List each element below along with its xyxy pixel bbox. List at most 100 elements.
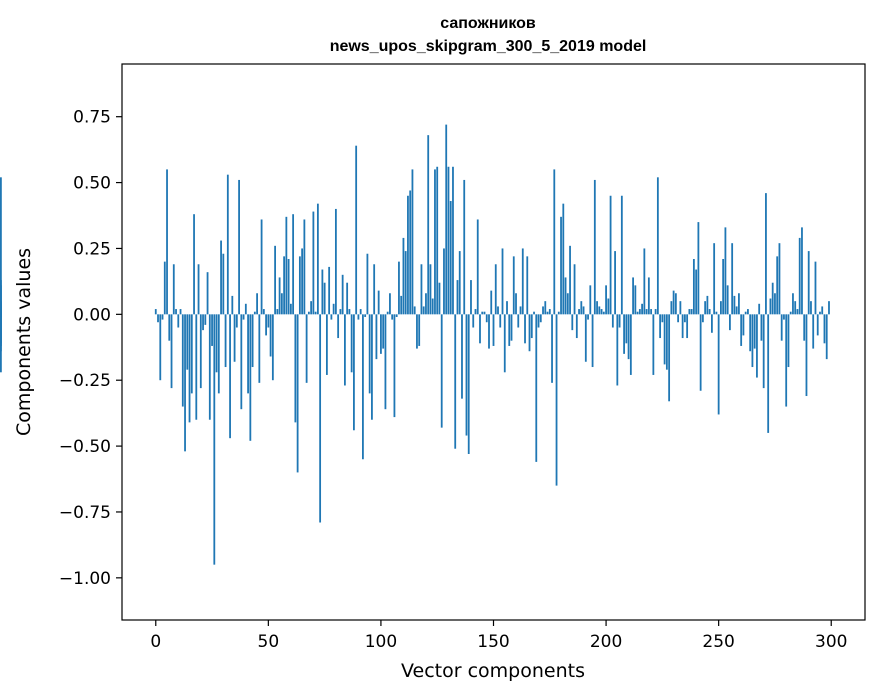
bar bbox=[729, 314, 731, 331]
bar bbox=[780, 314, 783, 341]
bar bbox=[206, 272, 209, 315]
bar bbox=[546, 311, 549, 315]
bar bbox=[181, 314, 184, 407]
bar bbox=[454, 314, 457, 449]
bar bbox=[175, 309, 177, 315]
bar bbox=[359, 309, 362, 315]
bar bbox=[706, 295, 709, 315]
bar bbox=[686, 314, 689, 339]
bar bbox=[321, 269, 324, 315]
bar bbox=[296, 314, 299, 473]
bar bbox=[474, 309, 477, 315]
x-tick-label: 0 bbox=[150, 632, 161, 652]
bar bbox=[186, 314, 189, 370]
bar bbox=[456, 280, 459, 315]
bar bbox=[674, 293, 677, 315]
bar bbox=[598, 306, 601, 315]
bar bbox=[249, 314, 252, 441]
bar bbox=[672, 290, 675, 315]
bar bbox=[665, 314, 668, 370]
bar bbox=[697, 222, 700, 315]
bar bbox=[499, 314, 502, 328]
bar bbox=[744, 311, 747, 315]
bar bbox=[625, 314, 628, 344]
bar bbox=[400, 295, 403, 315]
bar bbox=[364, 314, 367, 317]
bar bbox=[434, 169, 436, 315]
chart-subtitle: news_upos_skipgram_300_5_2019 model bbox=[330, 38, 647, 55]
bar bbox=[166, 169, 168, 315]
bar bbox=[792, 293, 794, 315]
bar bbox=[609, 195, 612, 315]
bar bbox=[542, 306, 544, 315]
bar bbox=[566, 293, 569, 315]
bar bbox=[0, 314, 2, 317]
bar bbox=[422, 306, 425, 315]
bar bbox=[717, 314, 720, 415]
bar bbox=[375, 314, 378, 360]
bar bbox=[382, 314, 385, 349]
bar bbox=[596, 301, 598, 315]
bar bbox=[350, 314, 353, 373]
bar bbox=[416, 314, 418, 349]
bar bbox=[355, 145, 358, 315]
bar bbox=[328, 266, 331, 315]
bar bbox=[312, 211, 315, 315]
bar bbox=[591, 314, 594, 368]
bar bbox=[618, 314, 621, 328]
bar bbox=[323, 282, 326, 315]
bar bbox=[551, 314, 553, 383]
bar bbox=[701, 314, 704, 323]
bar bbox=[280, 293, 283, 315]
bar bbox=[276, 309, 279, 315]
bar bbox=[242, 314, 245, 320]
bar bbox=[530, 314, 533, 339]
bar bbox=[404, 251, 407, 315]
bar bbox=[753, 314, 756, 349]
bar bbox=[580, 301, 583, 315]
bar bbox=[278, 277, 281, 315]
bar bbox=[301, 248, 304, 315]
bar bbox=[307, 311, 310, 315]
x-tick-label: 50 bbox=[258, 632, 280, 652]
bar bbox=[224, 314, 227, 368]
bar bbox=[274, 245, 276, 315]
bar bbox=[337, 314, 340, 339]
bar bbox=[247, 314, 249, 394]
bar bbox=[515, 293, 517, 315]
bar bbox=[389, 293, 391, 315]
bar bbox=[589, 285, 592, 315]
plot-frame bbox=[121, 63, 866, 621]
bar bbox=[798, 237, 801, 315]
bar bbox=[636, 311, 639, 315]
chart-title: сапожников bbox=[440, 15, 536, 32]
bar bbox=[253, 311, 256, 315]
bar bbox=[614, 251, 616, 315]
bar bbox=[339, 309, 342, 315]
bar bbox=[226, 174, 229, 315]
bar bbox=[438, 282, 441, 315]
bar bbox=[783, 314, 785, 320]
bar bbox=[796, 309, 799, 315]
bar bbox=[668, 314, 671, 402]
bar bbox=[497, 306, 499, 315]
bar bbox=[825, 314, 828, 360]
bar bbox=[168, 314, 171, 341]
bar bbox=[762, 314, 765, 389]
bar bbox=[332, 303, 335, 315]
bar bbox=[413, 306, 416, 315]
bar bbox=[776, 256, 779, 315]
bar bbox=[711, 314, 713, 333]
bar bbox=[584, 314, 587, 362]
bar bbox=[235, 314, 238, 328]
bar bbox=[645, 309, 648, 315]
bar bbox=[587, 314, 589, 320]
bar bbox=[661, 314, 664, 323]
bar bbox=[555, 314, 558, 486]
bar bbox=[172, 264, 175, 315]
bar bbox=[490, 290, 493, 315]
bar bbox=[578, 309, 580, 315]
bar bbox=[202, 314, 204, 331]
bar bbox=[391, 314, 394, 320]
y-tick-label: −0.50 bbox=[59, 437, 111, 457]
